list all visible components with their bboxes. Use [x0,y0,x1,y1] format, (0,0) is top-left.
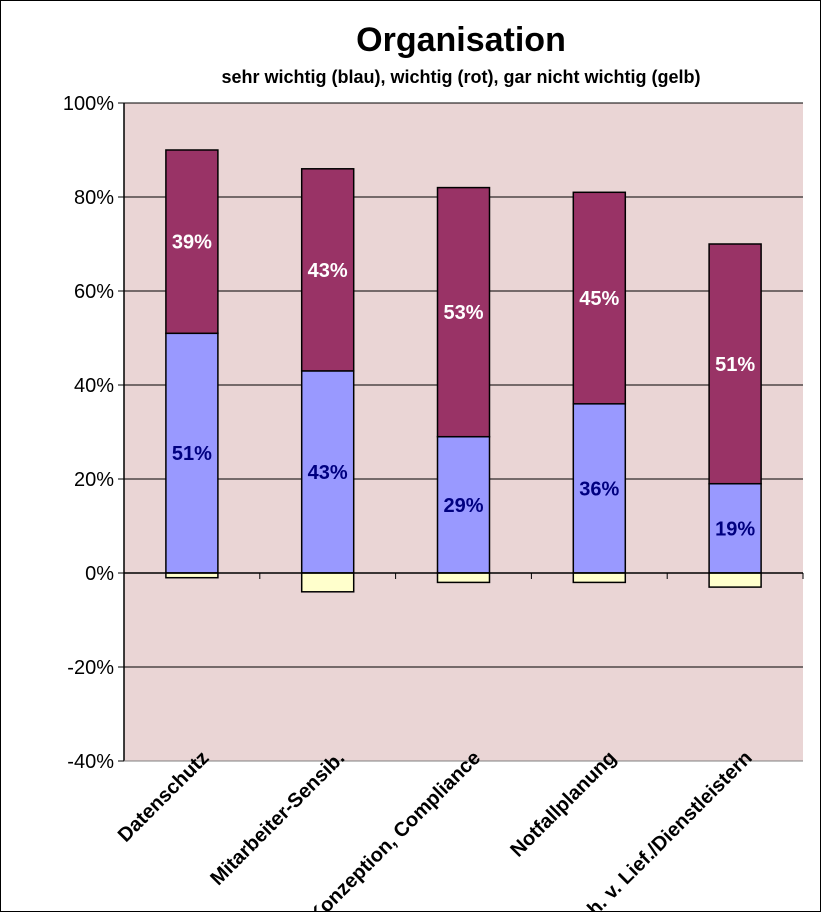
data-label-wichtig: 51% [715,354,755,376]
data-label-sehr-wichtig: 19% [715,518,755,540]
data-label-sehr-wichtig: 43% [308,462,348,484]
y-tick-label: 0% [85,563,114,585]
bar-wichtig [436,186,491,438]
y-tick-label: 60% [74,281,114,303]
bar-sehr-wichtig [708,482,762,574]
bar-gar-nicht-wichtig [572,572,627,584]
x-tick-label: Notfallplanung [506,747,621,862]
bar-wichtig [708,243,762,485]
y-tick-label: 20% [74,469,114,491]
data-label-sehr-wichtig: 29% [443,495,483,517]
y-tick-labels: 100% 80% 60% 40% 20% 0% -20% -40% [63,93,114,773]
y-tick-label: 80% [74,187,114,209]
data-label-wichtig: 39% [172,232,212,254]
data-labels: 51% 39% 43% 43% 29% 53% 36% 45% 19% 51% [172,232,755,541]
data-label-wichtig: 43% [308,260,348,282]
data-label-wichtig: 45% [579,288,619,310]
chart-subtitle: sehr wichtig (blau), wichtig (rot), gar … [222,67,701,87]
chart-title: Organisation [356,21,566,59]
bar-wichtig [165,149,219,335]
x-tick-labels: DatenschutzMitarbeiter-Sensib.Konzeption… [114,747,757,911]
bar-sehr-wichtig [165,332,219,574]
bar-wichtig [572,191,627,405]
data-label-wichtig: 53% [443,302,483,324]
axes [118,102,804,762]
y-tick-label: -20% [67,657,114,679]
bar-sehr-wichtig [300,370,355,574]
bar-gar-nicht-wichtig [708,572,762,588]
data-label-sehr-wichtig: 51% [172,443,212,465]
bar-wichtig [300,168,355,372]
bar-gar-nicht-wichtig [436,572,491,584]
x-tick-label: Datenschutz [114,747,214,847]
bar-gar-nicht-wichtig [300,572,355,593]
x-tick-label: Mitarbeiter-Sensib. [206,747,349,890]
y-tick-label: 100% [63,93,114,115]
bar-sehr-wichtig [436,435,491,574]
data-label-sehr-wichtig: 36% [579,478,619,500]
y-tick-label: 40% [74,375,114,397]
y-tick-label: -40% [67,751,114,773]
bars [165,149,762,593]
